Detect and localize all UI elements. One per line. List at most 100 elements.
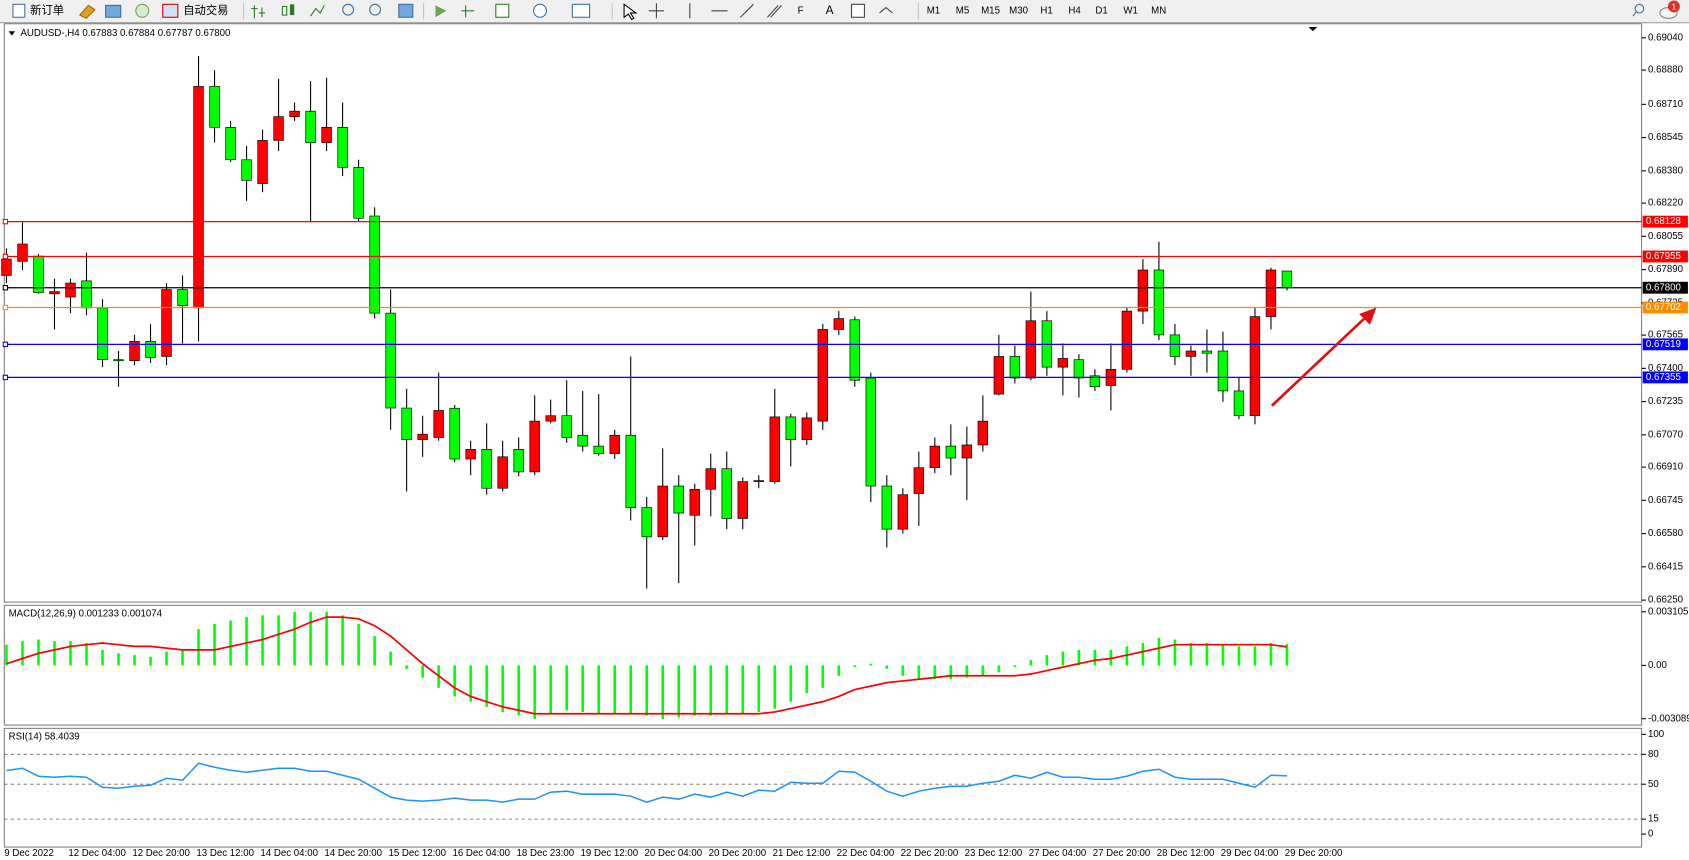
candle-body xyxy=(145,341,156,358)
macd-bar xyxy=(949,665,953,680)
main-header: AUDUSD-,H4 0.67883 0.67884 0.67787 0.678… xyxy=(20,28,231,39)
macd-bar xyxy=(469,665,472,702)
candle-body xyxy=(1,258,12,276)
cursor-icon[interactable] xyxy=(623,3,638,21)
macd-bar xyxy=(5,644,8,666)
macd-bar xyxy=(453,665,456,697)
candle-body xyxy=(945,445,957,459)
macd-bar xyxy=(805,665,809,694)
timeframe-button[interactable]: H1 xyxy=(1040,5,1052,16)
candle-body xyxy=(65,282,76,298)
y-tick-label: 0 xyxy=(1648,829,1654,840)
x-tick-label: 14 Dec 04:00 xyxy=(260,848,318,859)
notification-count[interactable]: 1 xyxy=(1672,1,1677,11)
candle-body xyxy=(1281,270,1293,289)
timeframe-button[interactable]: H4 xyxy=(1068,5,1081,16)
new-order-button[interactable]: 新订单 xyxy=(30,3,64,17)
icon[interactable] xyxy=(78,4,96,20)
candle-body xyxy=(721,468,732,519)
candle-body xyxy=(97,307,108,361)
timeframe-button[interactable]: M1 xyxy=(927,5,940,16)
macd-bar xyxy=(53,641,56,666)
annotation-arrowhead xyxy=(1359,307,1377,325)
x-tick-label: 14 Dec 20:00 xyxy=(324,848,382,859)
candle-body xyxy=(1217,350,1229,392)
notification-badge[interactable] xyxy=(1667,0,1680,13)
x-tick-label: 12 Dec 20:00 xyxy=(132,848,190,859)
timeframe-button[interactable]: D1 xyxy=(1095,5,1107,16)
icon[interactable] xyxy=(105,4,122,18)
y-tick-label: 0.003105 xyxy=(1648,606,1688,617)
timeframe-button[interactable]: MN xyxy=(1151,5,1166,16)
timeframe-button[interactable]: W1 xyxy=(1123,5,1138,16)
y-tick-label: 0.66415 xyxy=(1648,561,1683,572)
macd-bar xyxy=(853,665,857,668)
channel-icon[interactable] xyxy=(767,5,782,18)
price-box xyxy=(1642,215,1688,228)
text-icon[interactable]: A xyxy=(826,3,834,17)
arrows-icon[interactable] xyxy=(879,6,893,14)
tile-icon[interactable] xyxy=(398,3,414,18)
macd-bar xyxy=(613,665,616,714)
bar-chart-icon[interactable] xyxy=(251,5,266,19)
candle-body xyxy=(177,289,188,306)
y-tick-label: 0.68055 xyxy=(1648,231,1683,242)
macd-bar xyxy=(917,665,921,680)
candle-icon[interactable] xyxy=(281,5,288,16)
price-box-label: 0.67355 xyxy=(1646,372,1681,383)
fibo-icon[interactable]: F xyxy=(798,5,804,16)
candle-body xyxy=(849,319,860,381)
timeframe-button[interactable]: M30 xyxy=(1009,5,1028,16)
auto-trading-button[interactable]: 自动交易 xyxy=(183,3,228,17)
candle-body xyxy=(129,341,140,362)
label-icon[interactable] xyxy=(850,3,865,18)
period-icon[interactable] xyxy=(532,3,548,18)
icon[interactable] xyxy=(135,3,150,18)
scroll-icon[interactable] xyxy=(435,5,447,18)
crosshair-icon[interactable] xyxy=(648,3,664,19)
candle-body xyxy=(913,467,924,494)
candle-body xyxy=(369,215,380,314)
main-panel xyxy=(3,23,1643,603)
search-icon[interactable] xyxy=(1634,3,1645,14)
draw-icon[interactable] xyxy=(689,3,754,19)
template-icon[interactable] xyxy=(571,3,591,18)
y-tick-label: 0.66580 xyxy=(1648,528,1684,539)
indicator-icon[interactable] xyxy=(495,3,510,18)
candle-body xyxy=(1073,359,1085,379)
candle-body xyxy=(1089,375,1101,388)
candle-body xyxy=(417,433,428,441)
line-handle xyxy=(2,253,9,260)
candle-body xyxy=(657,485,668,538)
macd-bar xyxy=(21,641,24,666)
auto-trading-icon[interactable] xyxy=(162,3,179,18)
candle-body xyxy=(977,420,989,446)
candle-body xyxy=(545,415,556,422)
candle-body xyxy=(625,434,636,508)
candle-body xyxy=(81,280,92,309)
y-tick-label: 0.68220 xyxy=(1648,198,1684,209)
new-order-icon[interactable] xyxy=(12,3,26,18)
macd-bar xyxy=(677,665,681,718)
zoom-in-icon[interactable] xyxy=(342,3,355,16)
timeframe-button[interactable]: M15 xyxy=(981,5,1000,16)
x-tick-label: 29 Dec 04:00 xyxy=(1221,848,1279,859)
macd-bar xyxy=(757,665,761,713)
candle-body xyxy=(497,456,508,489)
zoom-out-icon[interactable] xyxy=(369,3,382,16)
candle-body xyxy=(1185,350,1197,357)
shift-icon[interactable] xyxy=(461,5,475,18)
rsi-header: RSI(14) 58.4039 xyxy=(9,732,80,743)
toolbar: 新订单 自动交易 F A M1 M5 M15 M30 H1 H4 D1 W1 MN 1 xyxy=(0,0,1689,24)
line-chart-icon[interactable] xyxy=(309,5,325,17)
timeframe-button[interactable]: M5 xyxy=(956,5,969,16)
macd-bar xyxy=(85,642,88,666)
y-tick-label: 0.67070 xyxy=(1648,429,1684,440)
macd-bar xyxy=(229,620,232,666)
candle-body xyxy=(1025,320,1037,379)
y-tick-label: 0.68380 xyxy=(1648,165,1684,176)
line-handle xyxy=(2,341,9,348)
candle-icon[interactable] xyxy=(289,4,295,16)
search-icon[interactable] xyxy=(1632,11,1637,17)
macd-bar xyxy=(1061,651,1065,666)
